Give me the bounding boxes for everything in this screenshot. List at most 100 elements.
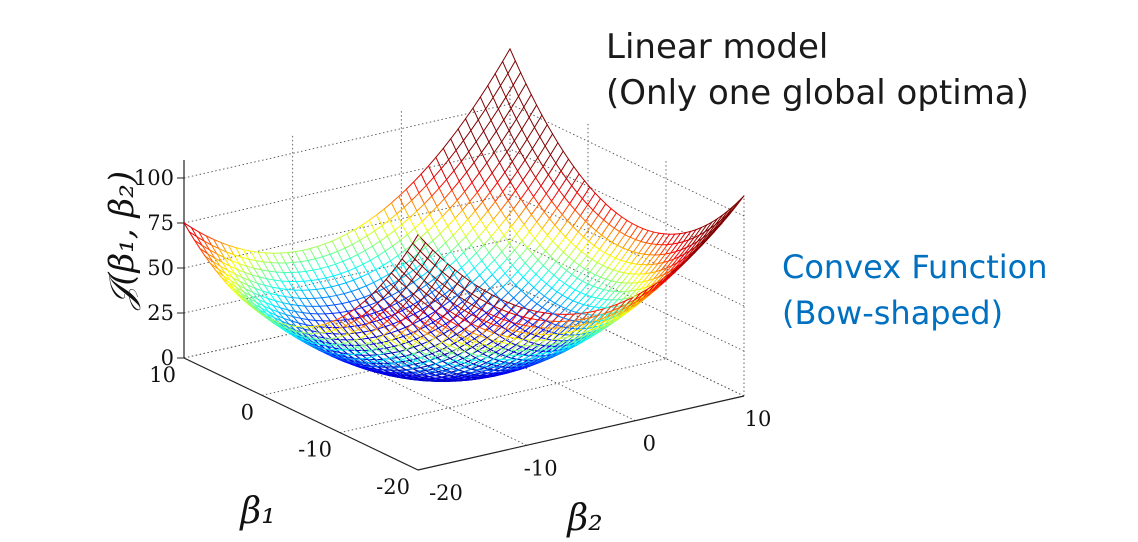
surface-gridline xyxy=(395,269,402,280)
surface-gridline xyxy=(268,270,277,273)
surface-gridline xyxy=(450,138,457,151)
surface-gridline xyxy=(566,320,575,329)
surface-gridline xyxy=(369,259,377,271)
surface-gridline xyxy=(419,250,428,259)
surface-gridline xyxy=(556,196,565,209)
surface-gridline xyxy=(462,357,469,362)
surface-gridline xyxy=(515,284,522,291)
surface-gridline xyxy=(481,252,490,262)
surface-gridline xyxy=(242,291,250,299)
surface-gridline xyxy=(583,225,592,238)
surface-gridline xyxy=(515,118,523,130)
surface-gridline xyxy=(494,326,503,333)
surface-gridline xyxy=(576,180,585,193)
surface-gridline xyxy=(351,346,358,350)
surface-gridline xyxy=(414,313,421,321)
surface-gridline xyxy=(386,345,395,349)
surface-gridline xyxy=(480,219,487,229)
surface-gridline xyxy=(426,332,436,339)
surface-gridline xyxy=(580,336,587,342)
surface-gridline xyxy=(427,249,434,259)
surface-gridline xyxy=(493,374,500,377)
surface-gridline xyxy=(266,278,273,288)
surface-gridline xyxy=(358,288,365,298)
surface-gridline xyxy=(227,269,234,279)
surface-gridline xyxy=(471,348,478,355)
surface-gridline xyxy=(579,292,587,296)
surface-gridline xyxy=(312,268,322,271)
surface-gridline xyxy=(352,328,359,333)
surface-gridline xyxy=(682,239,690,243)
surface-gridline xyxy=(412,353,422,359)
surface-gridline xyxy=(536,221,543,230)
surface-gridline xyxy=(383,208,390,221)
surface-gridline xyxy=(558,178,567,191)
surface-gridline xyxy=(560,256,570,267)
surface-gridline xyxy=(499,334,509,338)
surface-gridline xyxy=(505,321,512,330)
surface-gridline xyxy=(469,295,476,303)
surface-gridline xyxy=(292,316,302,319)
surface-gridline xyxy=(390,255,399,262)
surface-gridline xyxy=(466,293,473,302)
surface-gridline xyxy=(457,235,467,245)
surface-gridline xyxy=(472,369,479,374)
surface-gridline xyxy=(465,329,474,334)
surface-gridline xyxy=(310,278,319,282)
surface-gridline xyxy=(337,319,346,322)
surface-gridline xyxy=(513,297,520,304)
surface-gridline xyxy=(246,298,253,306)
surface-gridline xyxy=(566,260,575,272)
surface-gridline xyxy=(287,309,296,312)
surface-gridline xyxy=(650,271,657,274)
surface-gridline xyxy=(255,301,262,309)
surface-gridline xyxy=(412,317,419,324)
surface-gridline xyxy=(344,342,353,350)
surface-gridline xyxy=(273,319,281,324)
surface-gridline xyxy=(350,358,359,364)
surface-gridline xyxy=(515,106,525,120)
surface-gridline xyxy=(537,320,546,328)
surface-gridline xyxy=(574,329,581,336)
surface-gridline xyxy=(573,260,580,266)
surface-gridline xyxy=(271,286,280,289)
surface-gridline xyxy=(285,314,292,322)
surface-gridline xyxy=(577,318,584,327)
surface-gridline xyxy=(592,285,599,289)
surface-gridline xyxy=(438,280,448,288)
surface-gridline xyxy=(483,364,493,369)
surface-gridline xyxy=(428,270,435,280)
surface-gridline xyxy=(461,343,471,348)
surface-gridline xyxy=(618,310,625,317)
surface-gridline xyxy=(482,294,489,302)
surface-gridline xyxy=(402,335,410,343)
convex-annotation-line2: (Bow-shaped) xyxy=(782,294,1004,332)
surface-gridline xyxy=(523,316,532,320)
z-gridline xyxy=(183,103,511,179)
surface-gridline xyxy=(563,317,570,321)
surface-gridline xyxy=(529,157,539,170)
surface-gridline xyxy=(453,338,463,344)
surface-gridline xyxy=(577,294,587,304)
surface-gridline xyxy=(641,254,650,266)
surface-gridline xyxy=(475,141,482,153)
surface-gridline xyxy=(265,302,274,306)
surface-gridline xyxy=(455,361,462,367)
surface-gridline xyxy=(242,291,252,297)
surface-gridline xyxy=(339,237,346,249)
surface-gridline xyxy=(190,227,200,233)
surface-gridline xyxy=(666,273,673,280)
surface-gridline xyxy=(511,264,519,272)
surface-gridline xyxy=(432,249,441,258)
surface-gridline xyxy=(285,330,292,335)
surface-gridline xyxy=(235,286,242,295)
surface-gridline xyxy=(396,213,403,225)
surface-gridline xyxy=(383,298,391,308)
surface-gridline xyxy=(707,229,714,235)
surface-gridline xyxy=(418,346,425,352)
surface-gridline xyxy=(365,281,375,287)
surface-gridline xyxy=(660,267,667,271)
surface-gridline xyxy=(204,255,212,265)
surface-gridline xyxy=(477,236,485,246)
surface-gridline xyxy=(268,311,275,319)
